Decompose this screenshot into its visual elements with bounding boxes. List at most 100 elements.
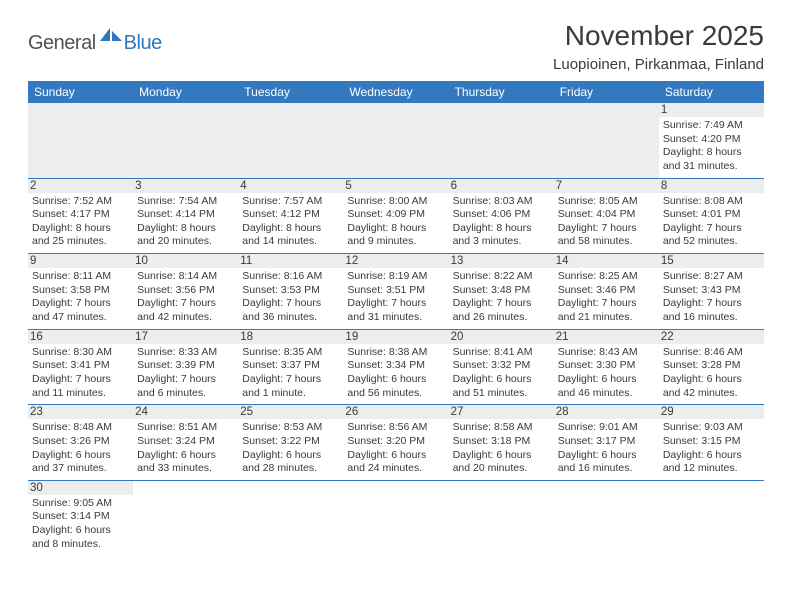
- sunset-text: Sunset: 3:15 PM: [663, 435, 760, 449]
- day-details: Sunrise: 8:11 AMSunset: 3:58 PMDaylight:…: [32, 270, 129, 325]
- sunrise-text: Sunrise: 8:33 AM: [137, 346, 234, 360]
- sunrise-text: Sunrise: 8:48 AM: [32, 421, 129, 435]
- day-details: Sunrise: 8:30 AMSunset: 3:41 PMDaylight:…: [32, 346, 129, 401]
- day-cell: [133, 480, 238, 555]
- sunrise-text: Sunrise: 8:56 AM: [347, 421, 444, 435]
- day-details: Sunrise: 8:25 AMSunset: 3:46 PMDaylight:…: [558, 270, 655, 325]
- sunrise-text: Sunrise: 8:05 AM: [558, 195, 655, 209]
- sunrise-text: Sunrise: 8:46 AM: [663, 346, 760, 360]
- sunset-text: Sunset: 4:04 PM: [558, 208, 655, 222]
- day-cell: 18 Sunrise: 8:35 AMSunset: 3:37 PMDayligh…: [238, 329, 343, 405]
- week-row: 23Sunrise: 8:48 AMSunset: 3:26 PMDayligh…: [28, 405, 764, 481]
- day-details: Sunrise: 8:27 AMSunset: 3:43 PMDaylight:…: [663, 270, 760, 325]
- sunrise-text: Sunrise: 8:14 AM: [137, 270, 234, 284]
- sunset-text: Sunset: 3:51 PM: [347, 284, 444, 298]
- day-cell: 12Sunrise: 8:19 AMSunset: 3:51 PMDayligh…: [343, 254, 448, 330]
- day-details: Sunrise: 7:54 AMSunset: 4:14 PMDaylight:…: [137, 195, 234, 250]
- sunset-text: Sunset: 3:43 PM: [663, 284, 760, 298]
- day-cell: [238, 103, 343, 178]
- day-details: Sunrise: 8:56 AMSunset: 3:20 PMDaylight:…: [347, 421, 444, 476]
- sunset-text: Sunset: 4:12 PM: [242, 208, 339, 222]
- sunrise-text: Sunrise: 8:27 AM: [663, 270, 760, 284]
- daylight-text: Daylight: 8 hours and 25 minutes.: [32, 222, 129, 249]
- sunset-text: Sunset: 3:53 PM: [242, 284, 339, 298]
- day-number: 20: [449, 330, 554, 344]
- day-header: Sunday: [28, 81, 133, 103]
- daylight-text: Daylight: 7 hours and 36 minutes.: [242, 297, 339, 324]
- sunrise-text: Sunrise: 7:52 AM: [32, 195, 129, 209]
- sunset-text: Sunset: 3:30 PM: [558, 359, 655, 373]
- day-cell: 30Sunrise: 9:05 AMSunset: 3:14 PMDayligh…: [28, 480, 133, 555]
- day-cell: 20Sunrise: 8:41 AMSunset: 3:32 PMDayligh…: [449, 329, 554, 405]
- day-number: 22: [659, 330, 764, 344]
- day-cell: 15 Sunrise: 8:27 AMSunset: 3:43 PMDayligh…: [659, 254, 764, 330]
- daylight-text: Daylight: 7 hours and 1 minute.: [242, 373, 339, 400]
- day-number: 21: [554, 330, 659, 344]
- day-cell: 10Sunrise: 8:14 AMSunset: 3:56 PMDayligh…: [133, 254, 238, 330]
- sunrise-text: Sunrise: 8:00 AM: [347, 195, 444, 209]
- day-cell: 26Sunrise: 8:56 AMSunset: 3:20 PMDayligh…: [343, 405, 448, 481]
- sunset-text: Sunset: 3:17 PM: [558, 435, 655, 449]
- day-details: Sunrise: 7:49 AMSunset: 4:20 PMDaylight:…: [663, 119, 760, 174]
- day-cell: 14Sunrise: 8:25 AMSunset: 3:46 PMDayligh…: [554, 254, 659, 330]
- sunrise-text: Sunrise: 7:49 AM: [663, 119, 760, 133]
- day-number: 18: [238, 330, 343, 344]
- day-details: Sunrise: 9:05 AMSunset: 3:14 PMDaylight:…: [32, 497, 129, 552]
- day-number: 15: [659, 254, 764, 268]
- daylight-text: Daylight: 8 hours and 14 minutes.: [242, 222, 339, 249]
- day-header: Wednesday: [343, 81, 448, 103]
- day-cell: [343, 103, 448, 178]
- day-cell: [28, 103, 133, 178]
- day-header: Thursday: [449, 81, 554, 103]
- day-cell: 17 Sunrise: 8:33 AMSunset: 3:39 PMDayligh…: [133, 329, 238, 405]
- daylight-text: Daylight: 6 hours and 51 minutes.: [453, 373, 550, 400]
- day-details: Sunrise: 8:35 AMSunset: 3:37 PMDaylight:…: [242, 346, 339, 401]
- day-header: Saturday: [659, 81, 764, 103]
- day-cell: [343, 480, 448, 555]
- day-details: Sunrise: 8:38 AMSunset: 3:34 PMDaylight:…: [347, 346, 444, 401]
- week-row: 16 Sunrise: 8:30 AMSunset: 3:41 PMDayligh…: [28, 329, 764, 405]
- day-number: 3: [133, 179, 238, 193]
- day-number: 27: [449, 405, 554, 419]
- day-cell: 6Sunrise: 8:03 AMSunset: 4:06 PMDaylight…: [449, 178, 554, 254]
- daylight-text: Daylight: 7 hours and 21 minutes.: [558, 297, 655, 324]
- day-details: Sunrise: 9:01 AMSunset: 3:17 PMDaylight:…: [558, 421, 655, 476]
- day-cell: 16 Sunrise: 8:30 AMSunset: 3:41 PMDayligh…: [28, 329, 133, 405]
- day-cell: [449, 480, 554, 555]
- day-details: Sunrise: 8:00 AMSunset: 4:09 PMDaylight:…: [347, 195, 444, 250]
- day-number: 16: [28, 330, 133, 344]
- sunset-text: Sunset: 3:18 PM: [453, 435, 550, 449]
- month-title: November 2025: [553, 20, 764, 52]
- day-number: 8: [659, 179, 764, 193]
- day-cell: 28Sunrise: 9:01 AMSunset: 3:17 PMDayligh…: [554, 405, 659, 481]
- sunrise-text: Sunrise: 8:19 AM: [347, 270, 444, 284]
- day-number: 2: [28, 179, 133, 193]
- day-details: Sunrise: 7:57 AMSunset: 4:12 PMDaylight:…: [242, 195, 339, 250]
- sunrise-text: Sunrise: 8:30 AM: [32, 346, 129, 360]
- sunset-text: Sunset: 3:22 PM: [242, 435, 339, 449]
- day-number: 10: [133, 254, 238, 268]
- daylight-text: Daylight: 6 hours and 37 minutes.: [32, 449, 129, 476]
- day-cell: 3 Sunrise: 7:54 AMSunset: 4:14 PMDaylight…: [133, 178, 238, 254]
- day-cell: 7Sunrise: 8:05 AMSunset: 4:04 PMDaylight…: [554, 178, 659, 254]
- day-details: Sunrise: 8:03 AMSunset: 4:06 PMDaylight:…: [453, 195, 550, 250]
- sunset-text: Sunset: 3:28 PM: [663, 359, 760, 373]
- daylight-text: Daylight: 7 hours and 6 minutes.: [137, 373, 234, 400]
- day-header: Tuesday: [238, 81, 343, 103]
- daylight-text: Daylight: 6 hours and 8 minutes.: [32, 524, 129, 551]
- sunrise-text: Sunrise: 8:58 AM: [453, 421, 550, 435]
- day-details: Sunrise: 8:22 AMSunset: 3:48 PMDaylight:…: [453, 270, 550, 325]
- sunset-text: Sunset: 3:39 PM: [137, 359, 234, 373]
- logo-text-blue: Blue: [124, 32, 162, 55]
- day-details: Sunrise: 8:51 AMSunset: 3:24 PMDaylight:…: [137, 421, 234, 476]
- sunset-text: Sunset: 4:20 PM: [663, 133, 760, 147]
- daylight-text: Daylight: 7 hours and 42 minutes.: [137, 297, 234, 324]
- logo-text-dark: General: [28, 32, 96, 55]
- week-row: 9Sunrise: 8:11 AMSunset: 3:58 PMDaylight…: [28, 254, 764, 330]
- sunrise-text: Sunrise: 8:38 AM: [347, 346, 444, 360]
- daylight-text: Daylight: 6 hours and 12 minutes.: [663, 449, 760, 476]
- day-cell: 24Sunrise: 8:51 AMSunset: 3:24 PMDayligh…: [133, 405, 238, 481]
- day-cell: 22Sunrise: 8:46 AMSunset: 3:28 PMDayligh…: [659, 329, 764, 405]
- day-number: 17: [133, 330, 238, 344]
- daylight-text: Daylight: 7 hours and 47 minutes.: [32, 297, 129, 324]
